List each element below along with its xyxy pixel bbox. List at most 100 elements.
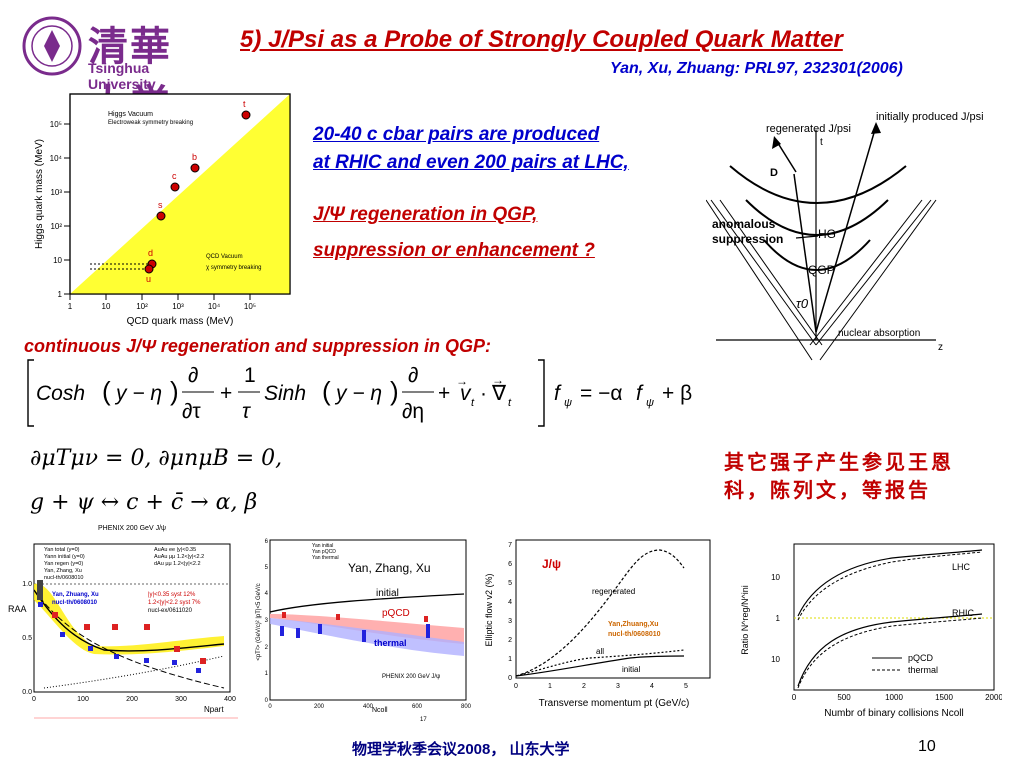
v2-initial-label: initial [622, 665, 640, 674]
mass-xtick: 10 [102, 302, 111, 311]
mass-xtick: 1 [68, 302, 73, 311]
raa-xtick: 100 [77, 696, 89, 703]
raa-title: PHENIX 200 GeV J/ψ [98, 525, 166, 532]
v2-xtick: 2 [582, 683, 586, 690]
pt2-ylabel: <pT²> (GeV/c)² |pT|<5 GeV/c [256, 583, 262, 660]
pt2-thermal-label: thermal [374, 638, 407, 648]
raa-data-legend: AuAu μμ 1.2<|y|<2.2 [154, 554, 204, 560]
mass-xtick: 10⁴ [208, 302, 221, 311]
axis-t-label: t [820, 137, 823, 148]
raa-legend: Yann initial (y=0) [44, 554, 85, 560]
d-label: D [770, 167, 778, 179]
continuous-text: continuous J/Ψ regeneration and suppress… [24, 336, 491, 356]
pt2-xtick: 800 [461, 704, 472, 710]
v2-jpsi-label: J/ψ [542, 557, 561, 571]
svg-text:(: ( [322, 376, 331, 406]
pt2-xtick: 200 [314, 704, 325, 710]
svg-text:1: 1 [244, 364, 256, 387]
ratio-xtick: 0 [792, 693, 797, 702]
svg-text:+: + [220, 382, 232, 405]
quark-charm-point [170, 182, 180, 192]
logo-en: Tsinghua University [88, 60, 156, 92]
raa-legend: Yan, Zhang, Xu [44, 568, 82, 574]
quark-up-point [144, 264, 154, 274]
nuclear-label: nuclear absorption [838, 328, 920, 339]
pt2-xtick: 400 [363, 704, 374, 710]
mass-xtick: 10² [136, 302, 148, 311]
mass-ytick: 10³ [50, 188, 62, 197]
raa-xtick: 300 [175, 696, 187, 703]
electroweak-label: Electroweak symmetry breaking [108, 120, 193, 126]
svg-text:f: f [554, 382, 562, 405]
v2-ytick: 6 [508, 561, 512, 568]
raa-legend: nucl-th/0608010 [44, 575, 83, 581]
raa-figure: PHENIX 200 GeV J/ψ Yan total (y=0) Yann … [8, 525, 238, 719]
page-number: 10 [918, 738, 936, 755]
ratio-xtick: 1500 [935, 693, 953, 702]
v2-ylabel: Elliptic flow v2 (%) [484, 573, 494, 646]
init-label: initially produced J/psi [876, 111, 984, 123]
regen-label: regenerated J/psi [766, 123, 851, 135]
chi-symmetry-label: χ symmetry breaking [206, 265, 262, 271]
svg-text:∇: ∇ [491, 382, 507, 405]
pt2-ytick: 5 [265, 565, 269, 571]
svg-text:ψ: ψ [646, 397, 654, 409]
ratio-xtick: 1000 [885, 693, 903, 702]
svg-text:+: + [438, 382, 450, 405]
pt2-initial-label: initial [376, 588, 399, 599]
cn-note-1: 其它强子产生参见王恩 [724, 450, 954, 474]
mass-ytick: 1 [58, 290, 63, 299]
quark-label: t [243, 99, 246, 109]
raa-syst: nucl-ex/0611020 [148, 608, 193, 614]
tsinghua-seal-icon [22, 16, 82, 76]
svg-text:∂: ∂ [188, 364, 198, 387]
svg-text:): ) [170, 376, 179, 406]
raa-blue-note: Yan, Zhuang, Xu [52, 592, 99, 598]
raa-legend: Yan total (y=0) [44, 547, 80, 553]
mass-xlabel: QCD quark mass (MeV) [127, 316, 234, 327]
svg-text:ψ: ψ [564, 397, 572, 409]
v2-xtick: 1 [548, 683, 552, 690]
svg-text:→: → [456, 374, 468, 388]
ratio-ylabel: Ratio N^reg/N^ini [740, 585, 750, 654]
raa-ytick: 0.5 [22, 635, 32, 642]
hg-label: HG [818, 227, 836, 241]
ratio-xtick: 500 [837, 693, 851, 702]
axis-z-label: z [938, 342, 943, 353]
ratio-ytick: 10 [771, 573, 780, 582]
mass-ytick: 10⁵ [50, 120, 62, 129]
ratio-lhc-label: LHC [952, 562, 971, 572]
mass-xtick: 10⁵ [244, 302, 256, 311]
pt2-xlabel: Ncoll [372, 707, 388, 714]
svg-text:v: v [460, 382, 472, 405]
pt2-page-mark: 17 [420, 717, 427, 722]
v2-figure: J/ψ regenerated all initial Yan,Zhuang,X… [484, 539, 711, 709]
v2-xlabel: Transverse momentum pt (GeV/c) [539, 698, 690, 709]
quark-top-point [241, 110, 251, 120]
raa-blue-note: nucl-th/0608010 [52, 600, 98, 606]
pt2-footer: PHENIX 200 GeV J/ψ [382, 674, 440, 680]
spacetime-diagram: t z regenerated J/psi initially produced… [706, 111, 984, 361]
mass-ytick: 10⁴ [50, 154, 63, 163]
svg-text:f: f [636, 382, 644, 405]
pt2-ytick: 4 [265, 591, 269, 597]
ratio-xlabel: Numbr of binary collisions Ncoll [824, 708, 964, 719]
v2-ytick: 3 [508, 618, 512, 625]
quark-mass-figure: 1 10 10² 10³ 10⁴ 10⁵ 1 10 10² 10³ 10⁴ 10… [34, 93, 291, 327]
quark-label: d [148, 248, 153, 258]
ratio-ytick: 1 [776, 614, 781, 623]
raa-xtick: 400 [224, 696, 236, 703]
qcd-vacuum-label: QCD Vacuum [206, 254, 243, 260]
svg-text:(: ( [102, 376, 111, 406]
pt2-ytick: 0 [265, 698, 269, 704]
svg-text:Sinh: Sinh [264, 382, 306, 405]
v2-ytick: 1 [508, 656, 512, 663]
v2-ytick: 0 [508, 675, 512, 682]
suppression-label: suppression [712, 232, 783, 246]
pt2-ytick: 6 [265, 539, 269, 545]
quark-bottom-point [190, 163, 200, 173]
v2-xtick: 4 [650, 683, 654, 690]
raa-ytick: 0.0 [22, 689, 32, 696]
transport-equation: Cosh ( y − η ) ∂ ∂τ + 1 τ Sinh ( y − η )… [27, 359, 692, 427]
tsinghua-logo: 清華大学 Tsinghua University [22, 12, 212, 128]
